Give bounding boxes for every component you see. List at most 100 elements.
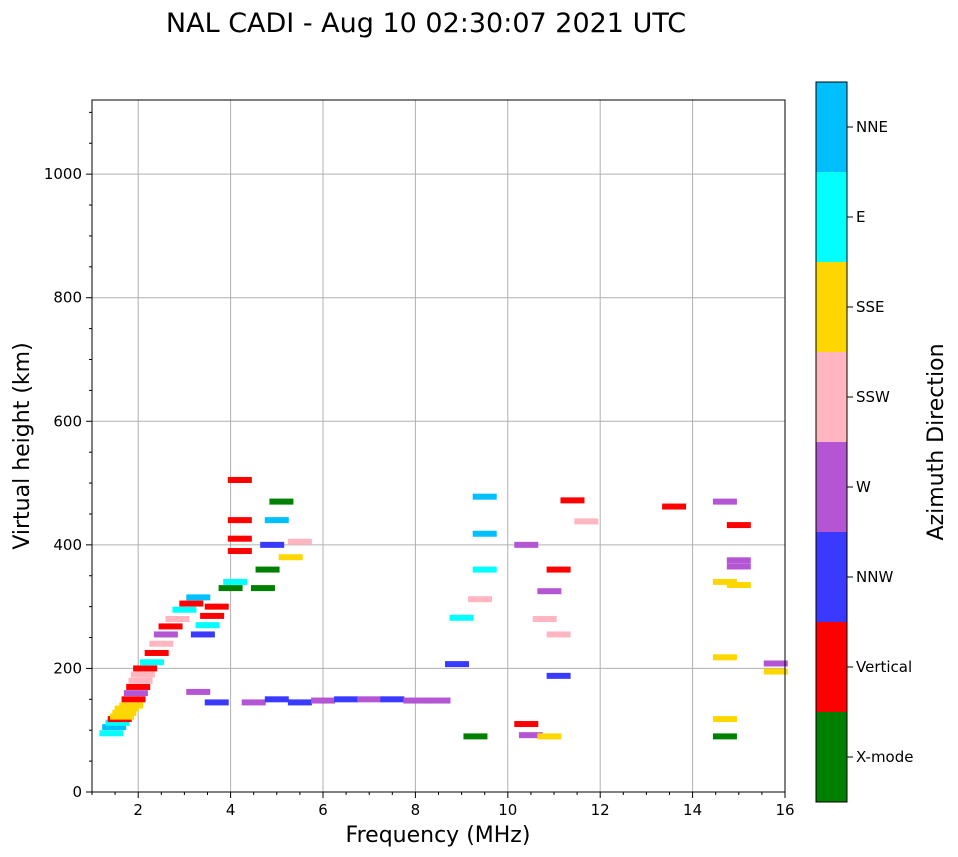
echo-point [472,566,497,573]
echo-point [227,476,252,483]
plot-background [92,100,785,792]
echo-point [357,696,382,703]
plot-area: 2 4 6 8 10 12 14 16 0 200 400 600 800 1000 [44,99,795,819]
echo-point [130,671,155,678]
echo-point [123,690,148,697]
colorbar-frame [815,81,848,803]
echo-point [105,719,130,726]
echo-point [255,566,280,573]
echo-traces [99,476,788,740]
y-tick-label: 400 [53,536,82,554]
echo-point [278,554,303,561]
echo-point [112,709,137,716]
echo-point [514,721,539,728]
y-tick-label: 200 [53,659,82,677]
echo-point [133,665,158,672]
echo-point [712,578,737,585]
colorbar-swatch [816,622,847,712]
y-tick-label: 1000 [44,165,82,183]
colorbar-label-item: SSW [856,388,890,406]
series-es-trace [186,614,474,706]
echo-point [149,640,174,647]
echo-point [726,563,751,570]
echo-point [223,578,248,585]
echo-point [449,614,474,621]
echo-point [140,659,165,666]
echo-point [99,730,124,737]
x-axis-label: Frequency (MHz) [346,823,531,848]
colorbar-swatch [816,262,847,352]
echo-point [662,503,687,510]
echo-point [403,697,428,704]
echo-point [250,585,275,592]
echo-point [574,518,599,525]
colorbar-label-item: NNE [856,118,888,136]
x-tick-label: 14 [683,801,702,819]
series-e-layer-trace [99,594,211,737]
echo-point [190,631,215,638]
echo-point [227,517,252,524]
echo-point [311,697,335,704]
x-axis-ticks: 2 4 6 8 10 12 14 16 [91,792,795,819]
echo-point [264,696,289,703]
y-axis-label: Virtual height (km) [10,342,35,549]
echo-point [518,732,543,739]
echo-point [712,716,737,723]
colorbar-label-item: NNW [856,568,893,586]
echo-point [204,603,229,610]
echo-point [241,699,266,706]
y-tick-label: 0 [72,783,82,801]
echo-point [269,498,294,505]
colorbar-swatch [816,712,847,802]
y-tick-label: 600 [53,412,82,430]
colorbar-label-item: Vertical [856,658,912,676]
echo-point [472,493,497,500]
echo-point [158,623,183,630]
x-tick-label: 12 [591,801,610,819]
echo-point [121,696,146,703]
echo-point [726,557,751,564]
echo-point [763,660,788,667]
echo-point [153,631,178,638]
echo-point [126,683,151,690]
echo-point [128,677,153,684]
echo-point [144,649,169,656]
echo-point [195,622,220,629]
echo-point [287,699,312,706]
x-tick-label: 10 [498,801,517,819]
echo-point [165,616,190,622]
series-f-layer-trace [190,476,312,638]
y-tick-label: 800 [53,289,82,307]
echo-point [114,705,139,712]
echo-point [334,696,359,703]
colorbar-label-item: X-mode [856,748,913,766]
echo-point [119,702,144,709]
echo-point [726,522,751,529]
echo-point [179,600,204,607]
echo-point [200,612,225,619]
colorbar-swatch [816,442,847,532]
colorbar-swatch [816,532,847,622]
colorbar-label-item: E [856,208,865,226]
echo-point [264,517,289,524]
echo-point [172,606,197,613]
colorbar-swatch [816,82,847,172]
colorbar-label: Azimuth Direction [924,343,949,540]
echo-point [546,631,571,638]
colorbar-swatch [816,172,847,262]
echo-point [287,538,312,545]
echo-point [560,497,585,504]
echo-point [546,672,571,679]
echo-point [463,733,488,740]
echo-point [204,699,229,706]
y-axis-ticks: 0 200 400 600 800 1000 [44,111,92,801]
echo-point [102,724,127,731]
echo-point [712,654,737,661]
x-tick-label: 4 [226,801,236,819]
chart-title: NAL CADI - Aug 10 02:30:07 2021 UTC [166,8,686,39]
echo-point [712,498,737,505]
echo-point [763,668,788,675]
echo-point [186,688,211,695]
echo-point [380,696,405,703]
